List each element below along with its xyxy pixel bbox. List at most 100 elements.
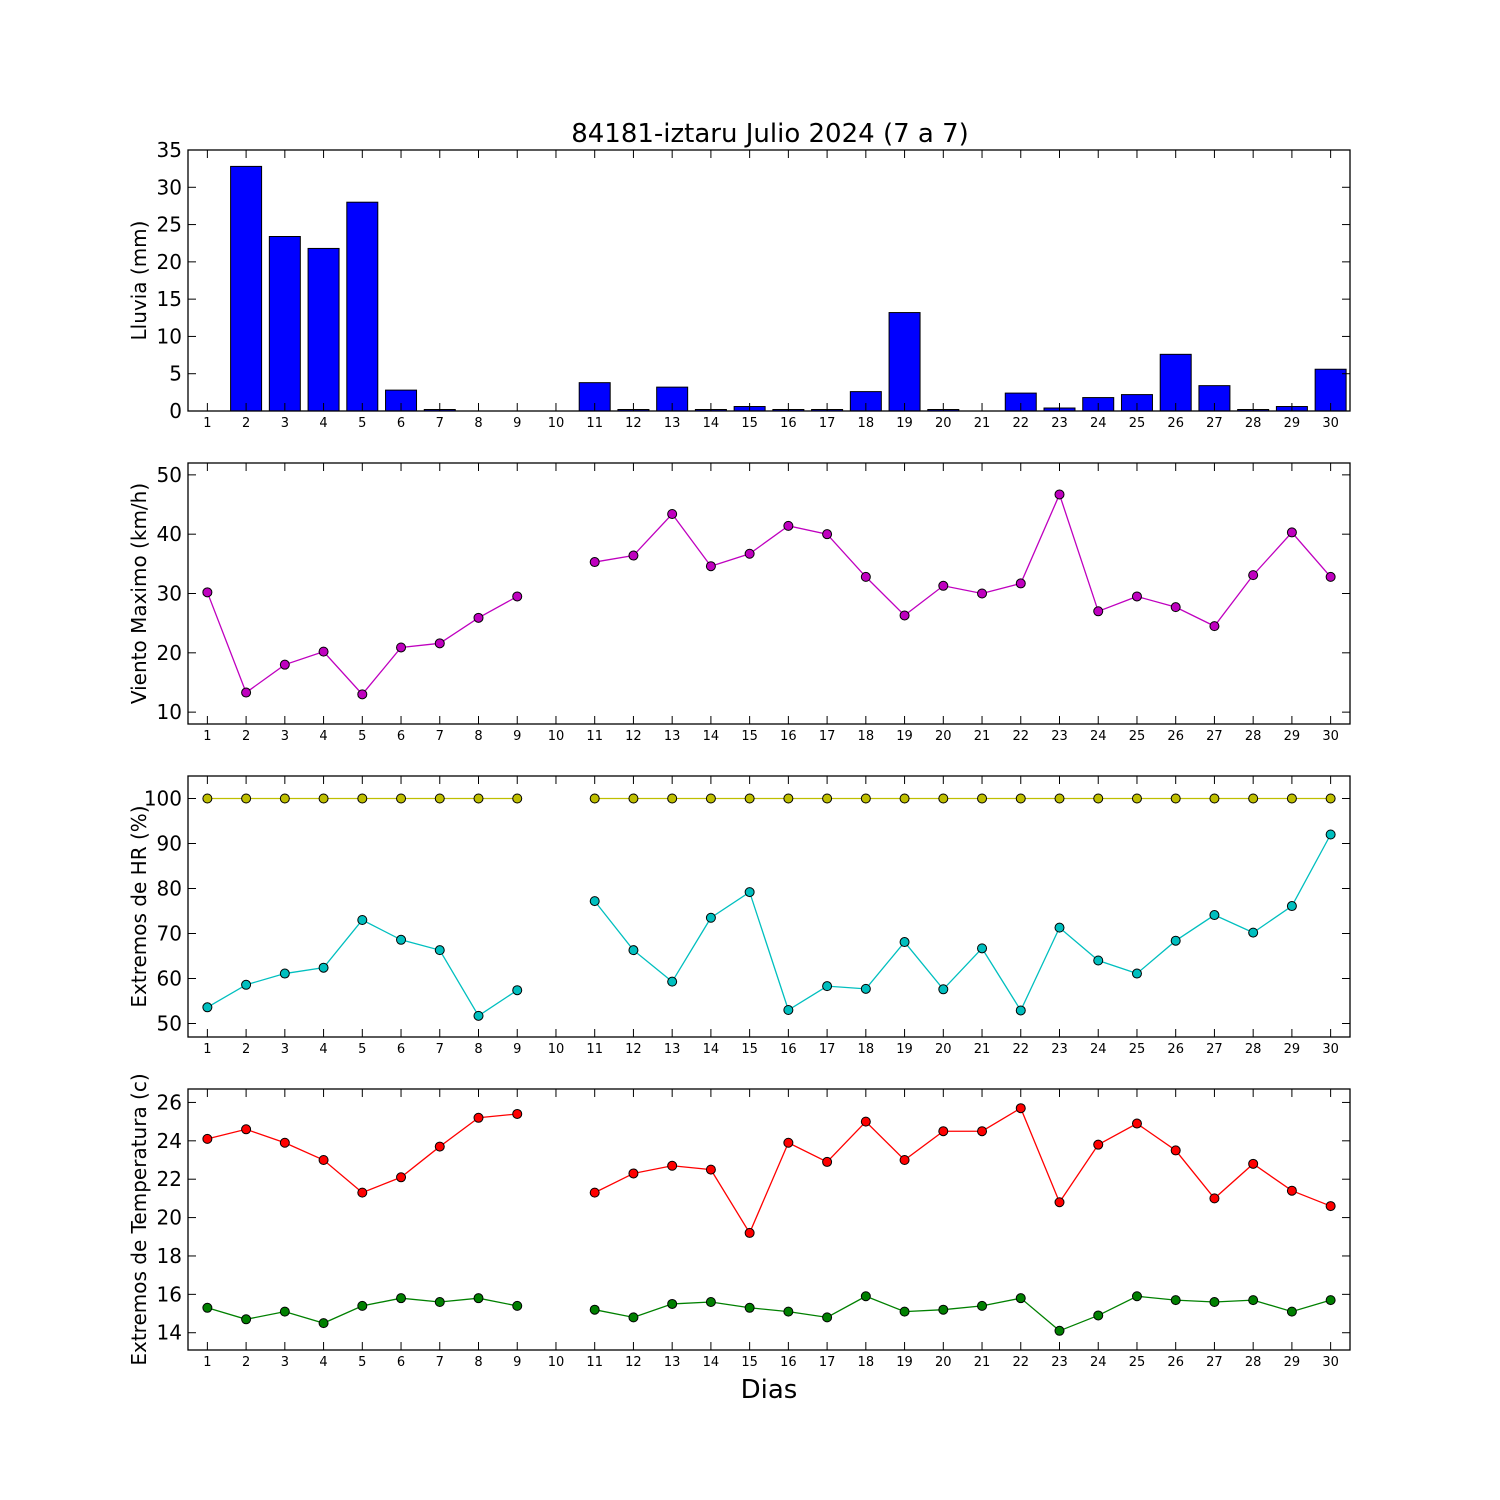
series-point bbox=[822, 981, 833, 992]
series-point bbox=[1286, 793, 1297, 804]
series-point bbox=[628, 550, 639, 561]
x-tick-label: 18 bbox=[858, 729, 875, 744]
y-tick-label: 100 bbox=[144, 787, 182, 811]
series-point bbox=[202, 1302, 213, 1313]
series-point bbox=[899, 1155, 910, 1166]
x-tick-label: 30 bbox=[1322, 1042, 1339, 1057]
x-tick-label: 22 bbox=[1012, 1042, 1029, 1057]
x-tick-label: 24 bbox=[1090, 416, 1107, 431]
x-tick-label: 2 bbox=[242, 729, 250, 744]
series-point bbox=[1170, 1145, 1181, 1156]
x-tick-label: 24 bbox=[1090, 1355, 1107, 1370]
x-tick-label: 12 bbox=[625, 1042, 642, 1057]
series-point bbox=[1286, 901, 1297, 912]
y-tick-label: 30 bbox=[157, 175, 182, 199]
x-tick-label: 17 bbox=[819, 1042, 836, 1057]
series-point bbox=[822, 529, 833, 540]
x-tick-label: 2 bbox=[242, 1355, 250, 1370]
series-point bbox=[434, 945, 445, 956]
y-tick-label: 5 bbox=[169, 362, 182, 386]
series-point bbox=[1093, 1139, 1104, 1150]
x-tick-label: 28 bbox=[1245, 416, 1262, 431]
series-point bbox=[512, 793, 523, 804]
series-line bbox=[594, 1295, 1331, 1332]
series-point bbox=[667, 1298, 678, 1309]
x-tick-label: 11 bbox=[586, 416, 603, 431]
x-tick-label: 5 bbox=[358, 416, 366, 431]
y-axis-label: Extremos de HR (%) bbox=[127, 805, 151, 1007]
series-point bbox=[396, 793, 407, 804]
series-point bbox=[1015, 793, 1026, 804]
y-axis-label: Extremos de Temperatura (c) bbox=[127, 1073, 151, 1365]
y-axis-label: Lluvia (mm) bbox=[127, 221, 151, 341]
series-point bbox=[589, 793, 600, 804]
series-point bbox=[396, 642, 407, 653]
y-tick-label: 40 bbox=[157, 522, 182, 546]
x-tick-label: 6 bbox=[397, 1042, 405, 1057]
x-tick-label: 14 bbox=[703, 729, 720, 744]
x-tick-label: 20 bbox=[935, 416, 952, 431]
x-tick-label: 30 bbox=[1322, 1355, 1339, 1370]
series-point bbox=[241, 687, 252, 698]
series-point bbox=[434, 793, 445, 804]
x-tick-label: 6 bbox=[397, 1355, 405, 1370]
series-point bbox=[899, 1306, 910, 1317]
x-tick-label: 11 bbox=[586, 1042, 603, 1057]
x-tick-label: 7 bbox=[436, 1042, 444, 1057]
x-tick-label: 27 bbox=[1206, 416, 1223, 431]
x-tick-label: 4 bbox=[319, 1042, 327, 1057]
x-tick-label: 3 bbox=[281, 1042, 289, 1057]
x-tick-label: 30 bbox=[1322, 729, 1339, 744]
x-tick-label: 25 bbox=[1129, 729, 1146, 744]
series-point bbox=[899, 793, 910, 804]
series-point bbox=[1093, 606, 1104, 617]
series-point bbox=[860, 983, 871, 994]
rain-bar bbox=[307, 247, 340, 412]
series-point bbox=[628, 793, 639, 804]
series-point bbox=[1131, 591, 1142, 602]
series-line bbox=[207, 919, 518, 1017]
x-tick-label: 22 bbox=[1012, 1355, 1029, 1370]
series-point bbox=[705, 561, 716, 572]
x-tick-label: 11 bbox=[586, 729, 603, 744]
series-point bbox=[396, 934, 407, 945]
series-point bbox=[318, 1155, 329, 1166]
axes-frame bbox=[187, 149, 1351, 412]
x-tick-label: 8 bbox=[474, 1042, 482, 1057]
series-line bbox=[207, 1113, 518, 1194]
series-point bbox=[1015, 1103, 1026, 1114]
series-point bbox=[938, 580, 949, 591]
series-point bbox=[822, 1156, 833, 1167]
x-tick-label: 20 bbox=[935, 729, 952, 744]
x-tick-label: 16 bbox=[780, 1042, 797, 1057]
series-point bbox=[1093, 955, 1104, 966]
x-tick-label: 20 bbox=[935, 1042, 952, 1057]
x-tick-label: 7 bbox=[436, 1355, 444, 1370]
x-tick-label: 29 bbox=[1284, 1355, 1301, 1370]
x-axis-label: Dias bbox=[741, 1375, 798, 1405]
series-point bbox=[822, 1312, 833, 1323]
series-point bbox=[589, 1304, 600, 1315]
rain-bar bbox=[230, 165, 263, 412]
series-point bbox=[628, 1168, 639, 1179]
series-point bbox=[1325, 829, 1336, 840]
y-tick-label: 20 bbox=[157, 250, 182, 274]
x-tick-label: 8 bbox=[474, 1355, 482, 1370]
series-point bbox=[977, 943, 988, 954]
x-tick-label: 28 bbox=[1245, 1355, 1262, 1370]
x-tick-label: 12 bbox=[625, 416, 642, 431]
series-point bbox=[241, 793, 252, 804]
series-point bbox=[1170, 602, 1181, 613]
x-tick-label: 8 bbox=[474, 729, 482, 744]
x-tick-label: 18 bbox=[858, 1355, 875, 1370]
series-point bbox=[512, 1300, 523, 1311]
x-tick-label: 26 bbox=[1167, 1042, 1184, 1057]
y-tick-label: 30 bbox=[157, 582, 182, 606]
series-point bbox=[783, 793, 794, 804]
x-tick-label: 11 bbox=[586, 1355, 603, 1370]
series-point bbox=[1170, 1295, 1181, 1306]
x-tick-label: 10 bbox=[548, 729, 565, 744]
series-point bbox=[357, 689, 368, 700]
